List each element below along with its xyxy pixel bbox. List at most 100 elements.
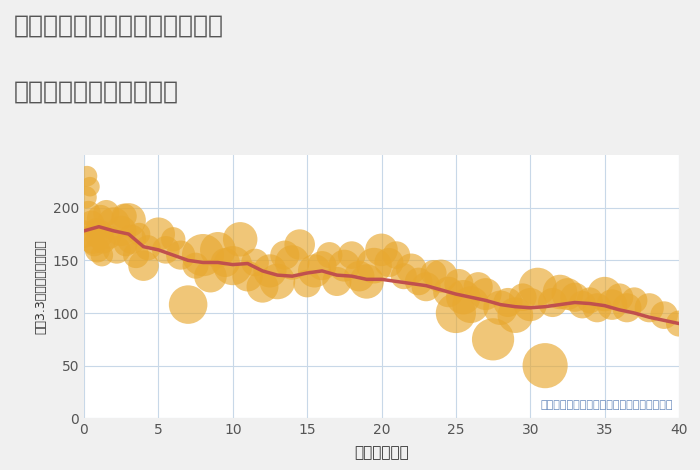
- Point: [599, 290, 610, 298]
- Point: [234, 235, 246, 243]
- Point: [94, 214, 106, 222]
- Point: [398, 273, 409, 280]
- Point: [487, 336, 498, 343]
- Text: 築年数別中古戸建て価格: 築年数別中古戸建て価格: [14, 80, 179, 104]
- Point: [86, 220, 97, 227]
- Point: [175, 251, 186, 259]
- Text: 神奈川県横浜市金沢区能見台の: 神奈川県横浜市金沢区能見台の: [14, 14, 224, 38]
- Point: [84, 183, 95, 190]
- Point: [142, 244, 153, 251]
- Point: [584, 297, 595, 304]
- Point: [153, 230, 164, 238]
- Point: [138, 262, 149, 269]
- Point: [190, 262, 201, 269]
- Point: [569, 293, 580, 301]
- Point: [118, 212, 130, 220]
- Point: [104, 234, 115, 241]
- Point: [111, 246, 122, 254]
- Point: [90, 225, 101, 233]
- Point: [428, 269, 439, 277]
- Point: [324, 251, 335, 259]
- Point: [346, 251, 357, 259]
- Point: [673, 320, 685, 327]
- Point: [183, 301, 194, 308]
- Point: [88, 235, 99, 243]
- Point: [287, 258, 298, 266]
- Point: [354, 273, 365, 280]
- Point: [227, 262, 238, 269]
- Point: [473, 283, 484, 290]
- Point: [339, 262, 350, 269]
- Point: [592, 304, 603, 312]
- Point: [503, 299, 514, 306]
- Point: [525, 301, 536, 308]
- Point: [540, 362, 551, 369]
- Point: [272, 278, 283, 285]
- Point: [361, 278, 372, 285]
- Point: [242, 273, 253, 280]
- Point: [168, 235, 179, 243]
- Point: [465, 301, 476, 308]
- Point: [614, 293, 625, 301]
- Point: [80, 194, 91, 201]
- Y-axis label: 坪（3.3㎡）単価（万円）: 坪（3.3㎡）単価（万円）: [34, 239, 47, 334]
- Point: [120, 241, 132, 248]
- Point: [302, 280, 313, 287]
- Point: [629, 297, 640, 304]
- Point: [279, 251, 290, 259]
- Point: [108, 220, 119, 227]
- Point: [257, 283, 268, 290]
- Point: [316, 262, 328, 269]
- Point: [309, 267, 320, 274]
- Point: [510, 311, 521, 319]
- X-axis label: 築年数（年）: 築年数（年）: [354, 446, 409, 461]
- Point: [123, 217, 134, 224]
- Point: [368, 262, 379, 269]
- Point: [622, 304, 633, 312]
- Point: [101, 209, 112, 217]
- Point: [406, 265, 417, 273]
- Point: [197, 251, 209, 259]
- Point: [126, 235, 137, 243]
- Point: [435, 273, 447, 280]
- Point: [413, 278, 424, 285]
- Point: [134, 230, 145, 238]
- Point: [554, 288, 566, 296]
- Point: [160, 246, 172, 254]
- Point: [376, 246, 387, 254]
- Point: [458, 293, 469, 301]
- Text: 円の大きさは、取引のあった物件面積を示す: 円の大きさは、取引のあった物件面積を示す: [540, 400, 673, 410]
- Point: [532, 283, 543, 290]
- Point: [83, 209, 94, 217]
- Point: [421, 283, 432, 290]
- Point: [220, 258, 231, 266]
- Point: [212, 246, 223, 254]
- Point: [659, 311, 670, 319]
- Point: [265, 267, 276, 274]
- Point: [89, 241, 100, 248]
- Point: [391, 251, 402, 259]
- Point: [96, 251, 108, 259]
- Point: [81, 172, 92, 180]
- Point: [92, 246, 103, 254]
- Point: [98, 238, 109, 245]
- Point: [205, 273, 216, 280]
- Point: [547, 299, 558, 306]
- Point: [249, 258, 260, 266]
- Point: [384, 258, 395, 266]
- Point: [644, 304, 655, 312]
- Point: [116, 227, 127, 235]
- Point: [450, 309, 461, 317]
- Point: [480, 290, 491, 298]
- Point: [331, 278, 342, 285]
- Point: [495, 304, 506, 312]
- Point: [562, 290, 573, 298]
- Point: [577, 301, 588, 308]
- Point: [130, 251, 141, 259]
- Point: [443, 288, 454, 296]
- Point: [78, 230, 90, 238]
- Point: [454, 280, 465, 287]
- Point: [517, 293, 528, 301]
- Point: [93, 230, 104, 238]
- Point: [606, 301, 617, 308]
